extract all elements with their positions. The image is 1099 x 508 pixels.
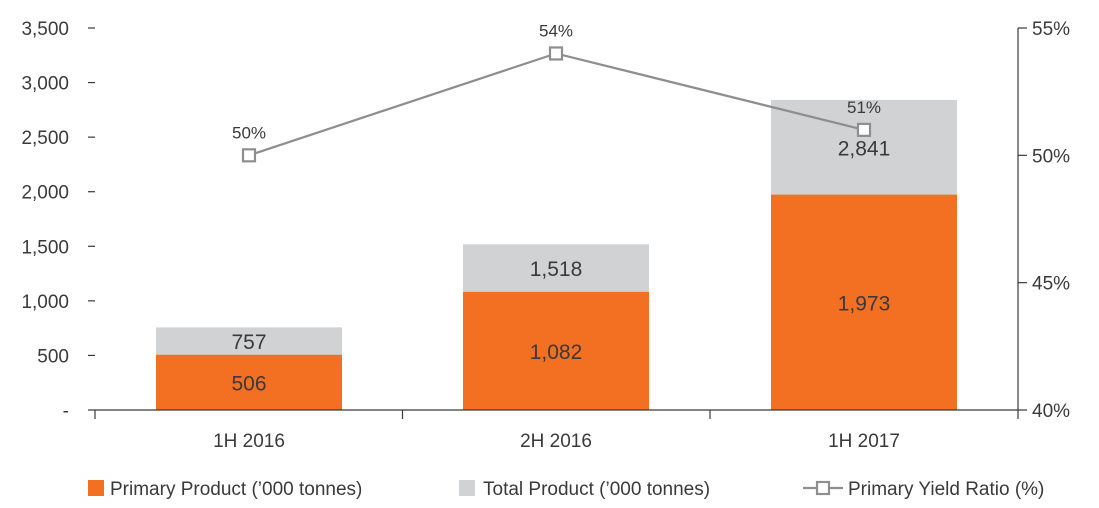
primary-bar-label: 1,082 [530,341,583,364]
yield-marker [241,148,257,163]
primary-bar-label: 506 [231,372,266,395]
primary-bar [463,291,649,410]
left-tick-label: 500 [37,346,69,367]
x-tick-label: 2H 2016 [520,431,592,452]
legend-total-swatch [459,480,475,496]
left-tick-label: 1,000 [21,292,69,313]
legend-primary-swatch [88,480,104,496]
total-bar-label: 2,841 [838,137,891,160]
left-tick-label: 3,500 [21,19,69,40]
yield-point-label: 50% [232,123,266,142]
right-tick-label: 40% [1032,401,1070,422]
yield-marker [856,122,872,137]
yield-marker [548,46,564,61]
right-tick-label: 45% [1032,274,1070,295]
left-tick-label: 1,500 [21,237,69,258]
left-tick-label: 2,000 [21,183,69,204]
right-tick-label: 50% [1032,146,1070,167]
yield-point-label: 51% [847,98,881,117]
primary-bar [771,194,957,410]
x-tick-label: 1H 2016 [213,431,285,452]
x-tick-label: 1H 2017 [828,431,900,452]
left-tick-label: 2,500 [21,128,69,149]
legend-total-label: Total Product (’000 tonnes) [483,479,710,500]
legend-line-label: Primary Yield Ratio (%) [848,479,1044,500]
total-bar-label: 1,518 [530,258,583,281]
left-tick-label: 3,000 [21,74,69,95]
right-tick-label: 55% [1032,19,1070,40]
legend-line-marker [815,480,831,496]
legend-primary-label: Primary Product (’000 tonnes) [110,479,362,500]
primary-bar [156,354,342,410]
yield-point-label: 54% [539,21,573,40]
left-tick-label: - [63,401,69,422]
primary-bar-label: 1,973 [838,292,891,315]
total-bar-label: 757 [231,331,266,354]
